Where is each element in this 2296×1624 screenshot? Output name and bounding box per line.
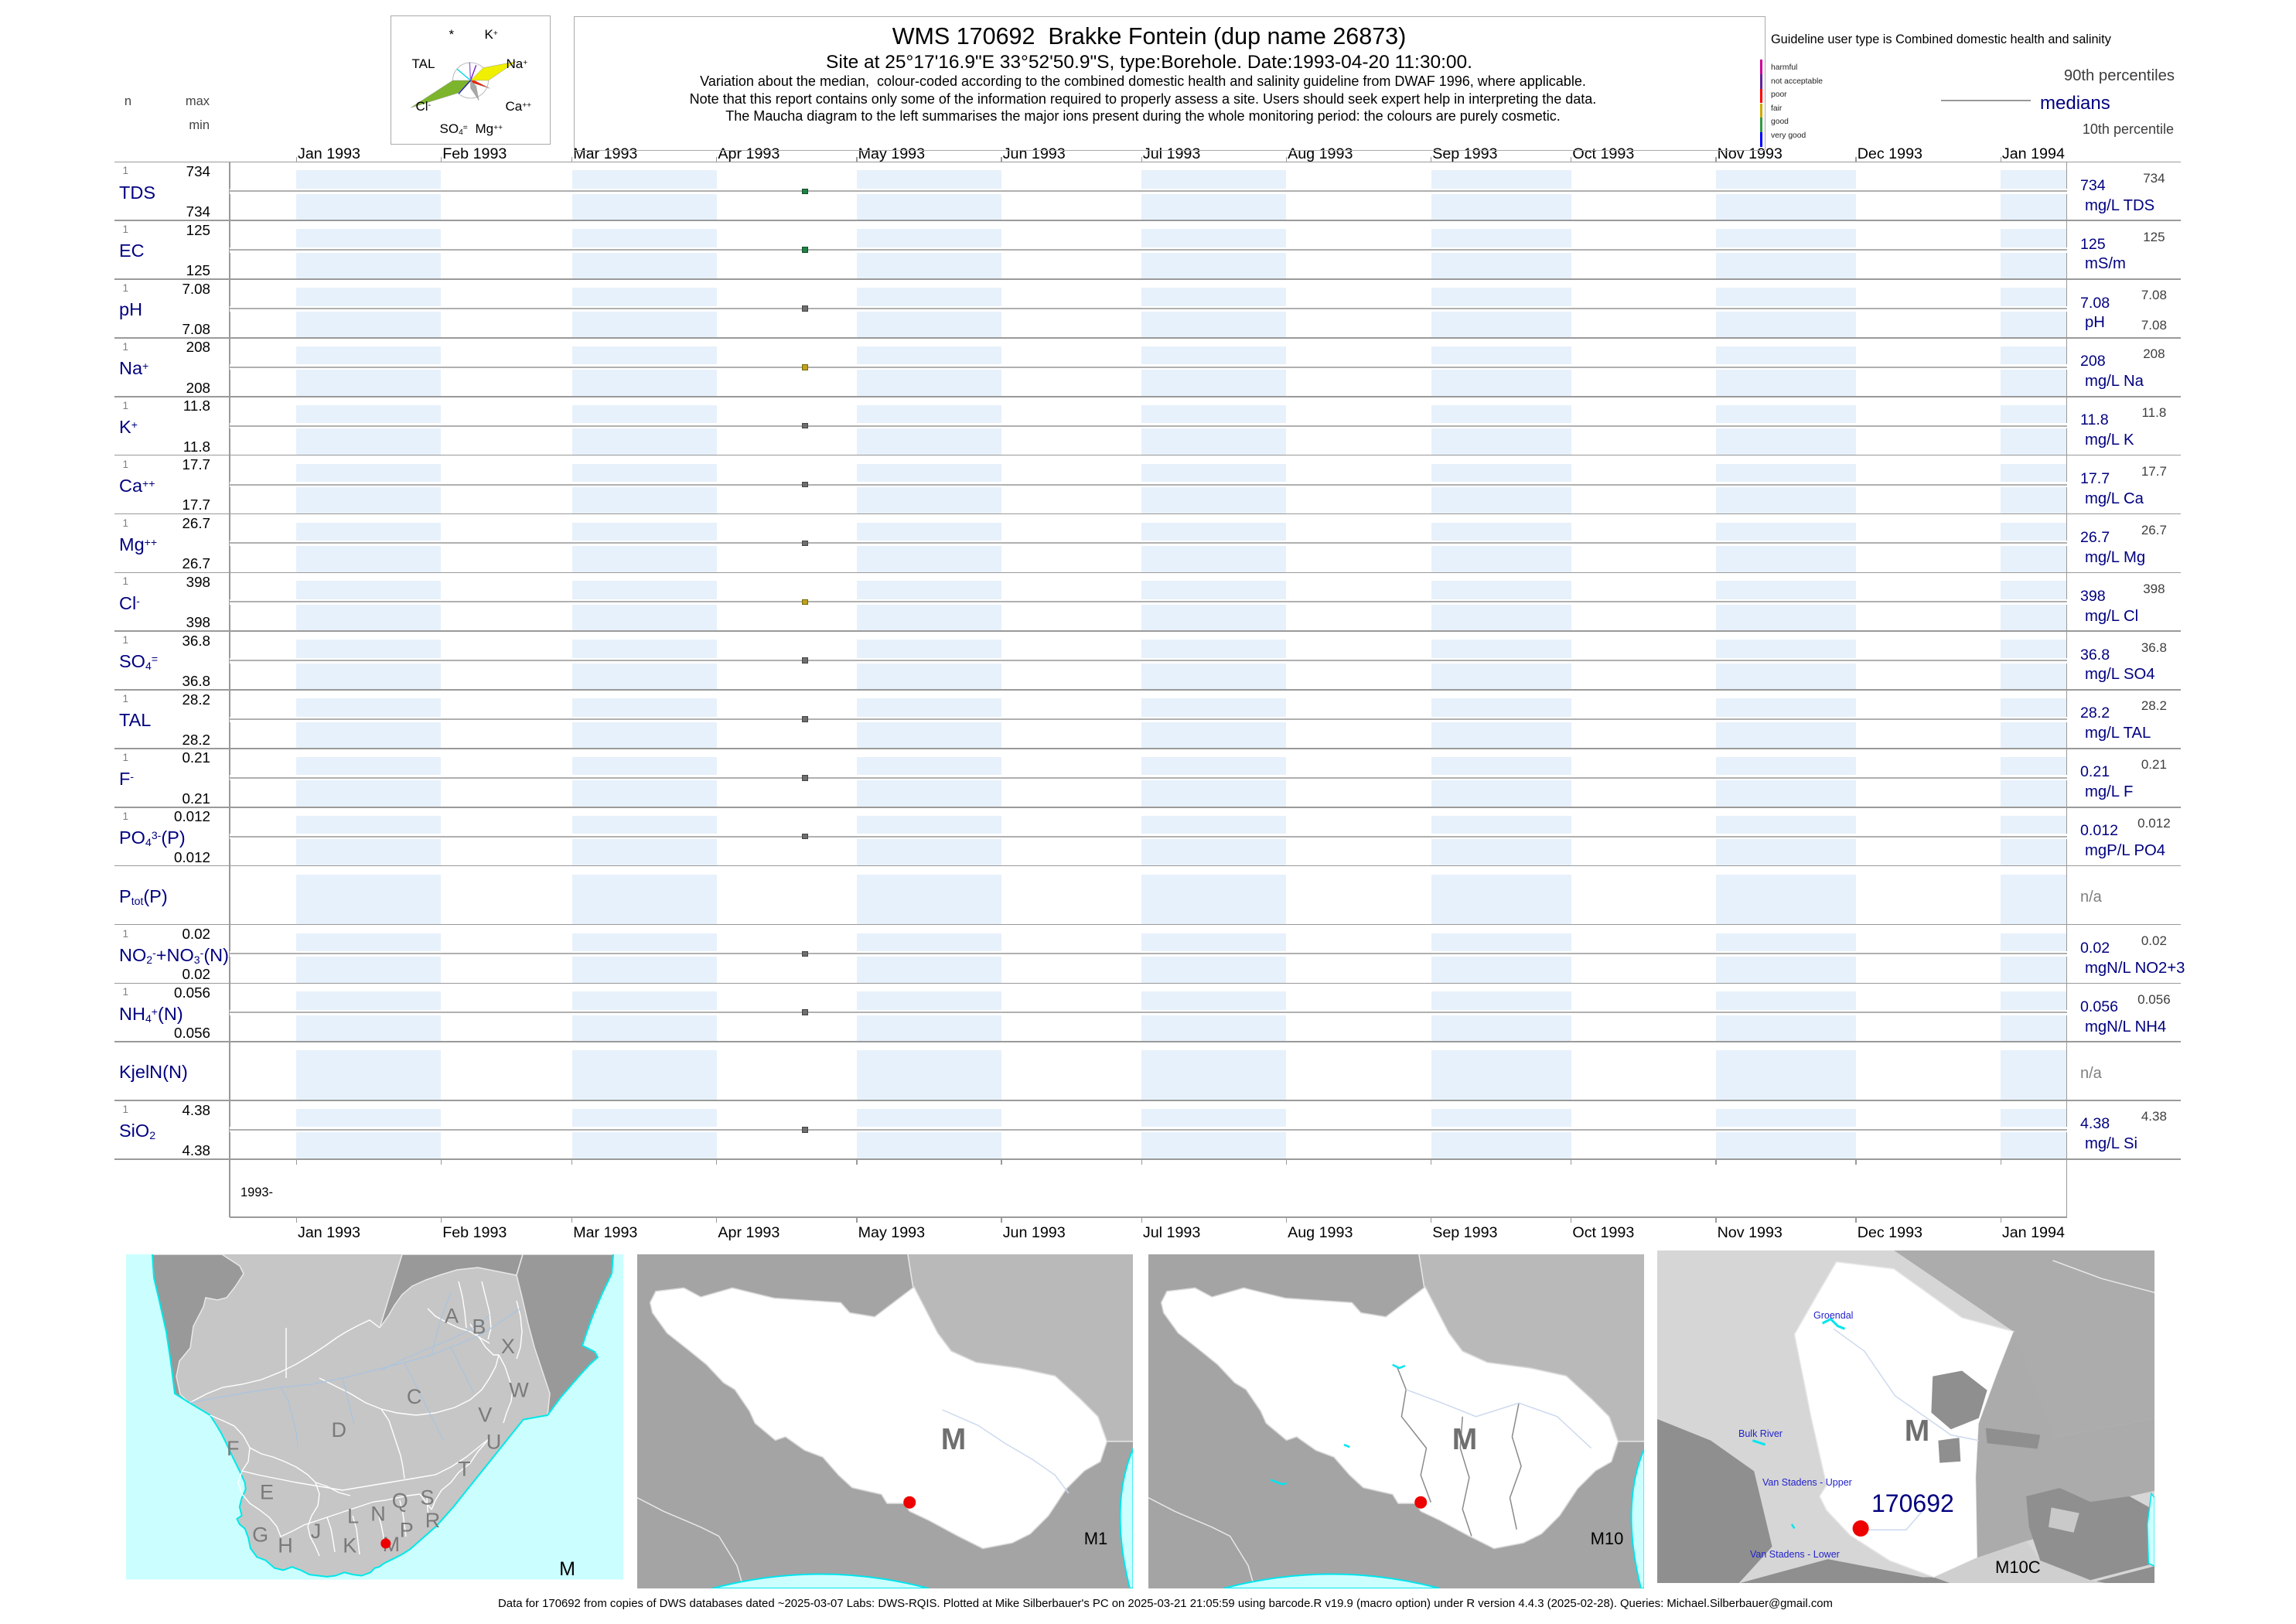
svg-text:F: F	[227, 1437, 240, 1460]
svg-text:N: N	[370, 1503, 386, 1526]
svg-text:S: S	[420, 1486, 434, 1509]
svg-text:C: C	[406, 1385, 421, 1408]
svg-text:P: P	[399, 1519, 413, 1542]
svg-text:K: K	[343, 1534, 357, 1557]
svg-text:J: J	[310, 1520, 321, 1543]
svg-text:M: M	[1905, 1414, 1930, 1448]
svg-text:X: X	[500, 1335, 514, 1358]
svg-text:E: E	[259, 1480, 273, 1503]
svg-text:B: B	[472, 1315, 486, 1339]
svg-text:R: R	[425, 1509, 440, 1532]
svg-text:V: V	[478, 1404, 492, 1427]
svg-text:L: L	[346, 1504, 358, 1527]
svg-text:U: U	[486, 1430, 501, 1453]
svg-text:G: G	[252, 1523, 268, 1546]
svg-text:T: T	[458, 1458, 471, 1481]
svg-text:W: W	[509, 1378, 529, 1401]
svg-text:M: M	[559, 1558, 575, 1580]
svg-text:M: M	[1452, 1423, 1477, 1456]
svg-text:M: M	[382, 1533, 400, 1556]
svg-text:A: A	[444, 1305, 458, 1328]
svg-text:D: D	[331, 1418, 346, 1441]
svg-text:Q: Q	[391, 1489, 408, 1513]
svg-text:M1: M1	[1084, 1529, 1108, 1548]
svg-text:M10: M10	[1591, 1529, 1624, 1548]
svg-text:H: H	[278, 1534, 293, 1557]
svg-text:M: M	[941, 1423, 966, 1456]
